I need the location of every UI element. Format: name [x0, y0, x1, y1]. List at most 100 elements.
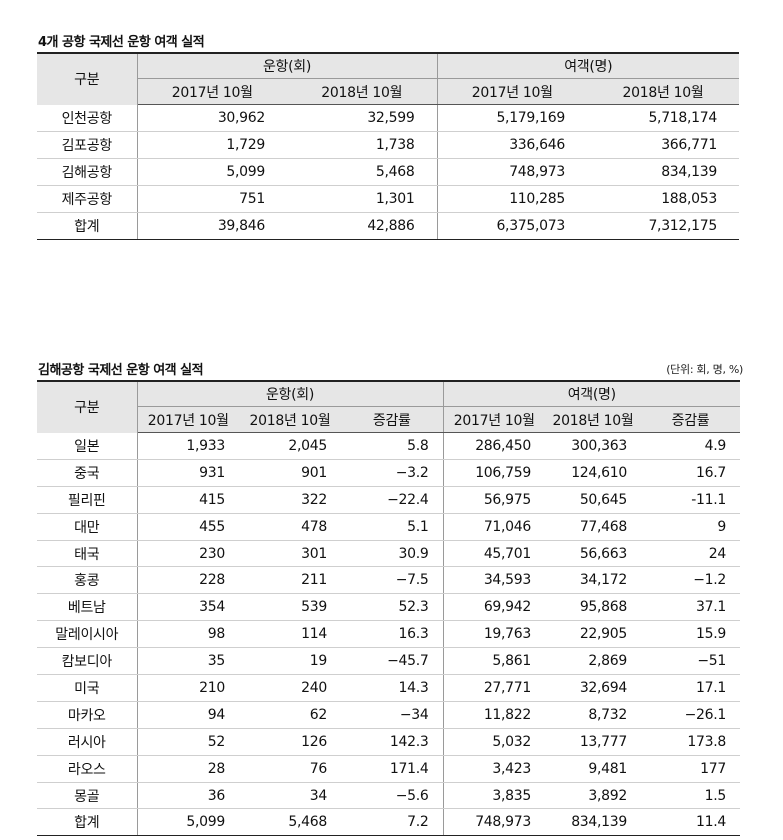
table-cell: 1,729: [137, 131, 287, 159]
table-cell: 15.9: [641, 620, 740, 649]
table-cell: 286,450: [442, 432, 545, 460]
table-row: 라오스 28 76 171.4 3,423 9,481 177: [37, 755, 740, 783]
table-cell: 62: [239, 701, 341, 729]
table-cell: 354: [137, 593, 239, 622]
row-label: 러시아: [37, 728, 138, 756]
table-cell: 5.1: [341, 513, 443, 541]
table-cell: 126: [239, 728, 341, 756]
table-cell: 5,468: [239, 808, 341, 837]
table-cell: 16.3: [341, 620, 443, 649]
table-cell: 34,593: [442, 566, 545, 595]
table-cell: 366,771: [587, 131, 739, 159]
table-cell: 336,646: [436, 131, 587, 159]
table-row: 홍콩 228 211 −7.5 34,593 34,172 −1.2: [37, 566, 740, 595]
table-cell: 95,868: [545, 593, 641, 622]
table-cell: 76: [239, 755, 341, 783]
row-label: 캄보디아: [37, 647, 138, 676]
table-cell: 171.4: [341, 755, 443, 783]
table-cell: 3,835: [442, 782, 545, 810]
table-cell: −22.4: [341, 486, 443, 514]
subheader-cell: 2018년 10월: [287, 78, 437, 105]
row-label: 대만: [37, 513, 138, 541]
table-cell: 110,285: [436, 185, 587, 213]
table-cell: 7,312,175: [587, 212, 739, 240]
table-row: 김포공항 1,729 1,738 336,646 366,771: [37, 131, 739, 159]
table-cell: 5,468: [287, 158, 437, 186]
table-cell: 106,759: [442, 459, 545, 487]
table-cell: 173.8: [641, 728, 740, 756]
table-cell: 5,179,169: [436, 104, 587, 132]
table-row: 베트남 354 539 52.3 69,942 95,868 37.1: [37, 593, 740, 622]
table-cell: 8,732: [545, 701, 641, 729]
table-cell: −51: [641, 647, 740, 676]
table-cell: 1,301: [287, 185, 437, 213]
table-cell: 5.8: [341, 432, 443, 460]
table-cell: 16.7: [641, 459, 740, 487]
table-cell: 5,032: [442, 728, 545, 756]
row-label: 마카오: [37, 701, 138, 729]
table-cell: 455: [137, 513, 239, 541]
subheader-cell: 2018년 10월: [545, 406, 641, 433]
table-cell: 901: [239, 459, 341, 487]
header-category: 구분: [37, 52, 138, 105]
table-cell: 7.2: [341, 808, 443, 837]
row-label: 김포공항: [37, 131, 138, 159]
table-cell: −34: [341, 701, 443, 729]
table-cell: 94: [137, 701, 239, 729]
subheader-cell: 2017년 10월: [137, 406, 239, 433]
table-cell: 6,375,073: [436, 212, 587, 240]
unit-label: (단위: 회, 명, %): [666, 363, 743, 376]
header-flights: 운항(회): [137, 380, 443, 407]
header-passengers: 여객(명): [442, 380, 740, 407]
table-cell: 11,822: [442, 701, 545, 729]
table-cell: 34,172: [545, 566, 641, 595]
table1-title: 4개 공항 국제선 운항 여객 실적: [38, 35, 205, 50]
row-label: 일본: [37, 432, 138, 460]
table-cell: 5,099: [137, 808, 239, 837]
table-cell: 210: [137, 674, 239, 702]
row-label: 태국: [37, 540, 138, 568]
table-cell: 1.5: [641, 782, 740, 810]
table-cell: 71,046: [442, 513, 545, 541]
table-cell: 301: [239, 540, 341, 568]
table-cell: 45,701: [442, 540, 545, 568]
table-cell: 748,973: [436, 158, 587, 186]
subheader-cell: 2018년 10월: [587, 78, 739, 105]
table-cell: 1,933: [137, 432, 239, 460]
table-row: 합계 39,846 42,886 6,375,073 7,312,175: [37, 212, 739, 240]
table-cell: 50,645: [545, 486, 641, 514]
table-cell: 11.4: [641, 808, 740, 837]
table-row: 캄보디아 35 19 −45.7 5,861 2,869 −51: [37, 647, 740, 676]
table-row: 제주공항 751 1,301 110,285 188,053: [37, 185, 739, 213]
table-cell: 28: [137, 755, 239, 783]
table-cell: 142.3: [341, 728, 443, 756]
table-cell: 69,942: [442, 593, 545, 622]
table-row: 중국 931 901 −3.2 106,759 124,610 16.7: [37, 459, 740, 487]
table-row: 미국 210 240 14.3 27,771 32,694 17.1: [37, 674, 740, 702]
table-cell: 1,738: [287, 131, 437, 159]
table-cell: 114: [239, 620, 341, 649]
table-cell: 30,962: [137, 104, 287, 132]
table-cell: 300,363: [545, 432, 641, 460]
table-cell: 931: [137, 459, 239, 487]
table-cell: -11.1: [641, 486, 740, 514]
header-passengers: 여객(명): [436, 52, 739, 79]
table-cell: 188,053: [587, 185, 739, 213]
row-label: 몽골: [37, 782, 138, 810]
table-cell: 52.3: [341, 593, 443, 622]
table-cell: 13,777: [545, 728, 641, 756]
table-cell: 24: [641, 540, 740, 568]
table-cell: 14.3: [341, 674, 443, 702]
table-cell: −26.1: [641, 701, 740, 729]
table-cell: 36: [137, 782, 239, 810]
table-row: 일본 1,933 2,045 5.8 286,450 300,363 4.9: [37, 432, 740, 460]
table-cell: 5,099: [137, 158, 287, 186]
table-row: 대만 455 478 5.1 71,046 77,468 9: [37, 513, 740, 541]
table-row: 태국 230 301 30.9 45,701 56,663 24: [37, 540, 740, 568]
subheader-cell: 증감률: [641, 406, 740, 433]
header-category: 구분: [37, 380, 138, 433]
row-label: 필리핀: [37, 486, 138, 514]
table-cell: 415: [137, 486, 239, 514]
table-cell: −3.2: [341, 459, 443, 487]
table-cell: 77,468: [545, 513, 641, 541]
